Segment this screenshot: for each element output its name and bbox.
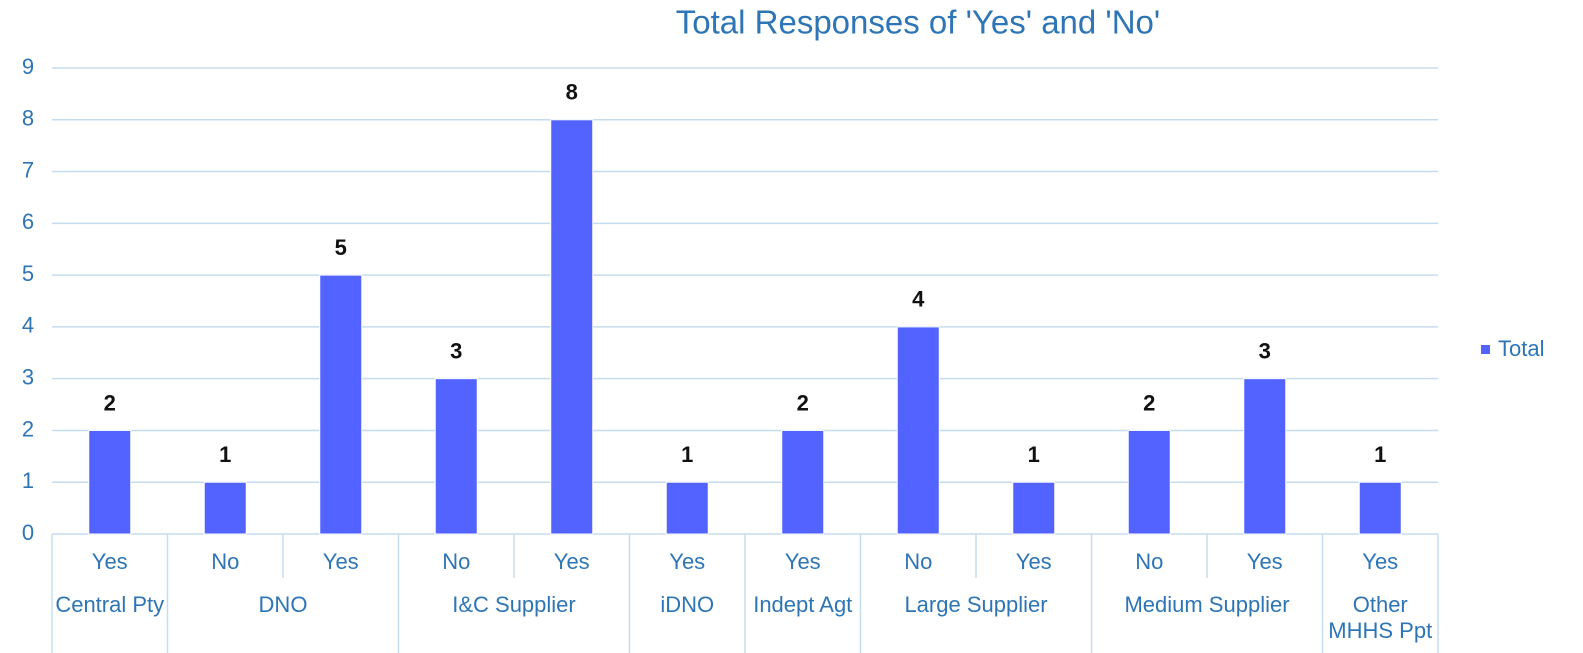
- bar: [665, 481, 709, 535]
- data-label: 8: [566, 80, 578, 105]
- x-tick-label: Yes: [785, 549, 821, 574]
- x-tick-label: Yes: [92, 549, 128, 574]
- y-tick-label: 7: [22, 157, 34, 182]
- x-tick-label: No: [442, 549, 470, 574]
- group-label: Large Supplier: [904, 592, 1048, 617]
- x-tick-label: No: [1135, 549, 1163, 574]
- data-label: 3: [450, 338, 462, 363]
- bar: [1127, 429, 1171, 535]
- data-label: 1: [1374, 442, 1386, 467]
- data-label: 5: [335, 235, 347, 260]
- y-tick-label: 5: [22, 261, 34, 286]
- y-tick-label: 4: [22, 313, 34, 338]
- y-tick-label: 6: [22, 209, 34, 234]
- x-tick-label: Yes: [1362, 549, 1398, 574]
- bar: [1358, 481, 1402, 535]
- bar: [1012, 481, 1056, 535]
- group-label: Other MHHS Ppt: [1328, 592, 1433, 643]
- x-tick-label: Yes: [554, 549, 590, 574]
- bar: [88, 429, 132, 535]
- data-label: 1: [219, 442, 231, 467]
- bar: [781, 429, 825, 535]
- data-label: 1: [1028, 442, 1040, 467]
- data-label: 2: [104, 390, 116, 415]
- x-tick-label: No: [211, 549, 239, 574]
- data-label: 4: [912, 287, 925, 312]
- bar: [434, 378, 478, 535]
- group-label: Medium Supplier: [1124, 592, 1290, 617]
- y-tick-label: 3: [22, 364, 34, 389]
- y-tick-label: 9: [22, 54, 34, 79]
- bar: [203, 481, 247, 535]
- group-label: Central Pty: [55, 592, 165, 617]
- y-tick-label: 0: [22, 520, 34, 545]
- bar: [550, 119, 594, 535]
- legend-label: Total: [1498, 336, 1544, 361]
- bar: [319, 274, 363, 535]
- bar: [896, 326, 940, 535]
- chart-title: Total Responses of 'Yes' and 'No': [676, 4, 1160, 41]
- x-tick-label: No: [904, 549, 932, 574]
- data-label: 1: [681, 442, 693, 467]
- data-label: 2: [797, 390, 809, 415]
- data-label: 3: [1259, 338, 1271, 363]
- y-tick-label: 1: [22, 468, 34, 493]
- data-label: 2: [1143, 390, 1155, 415]
- x-tick-label: Yes: [1247, 549, 1283, 574]
- y-tick-label: 2: [22, 416, 34, 441]
- y-tick-label: 8: [22, 106, 34, 131]
- group-label: DNO: [258, 592, 308, 617]
- x-tick-label: Yes: [1016, 549, 1052, 574]
- group-label: iDNO: [660, 592, 715, 617]
- group-label: I&C Supplier: [452, 592, 576, 617]
- group-label: Indept Agt: [753, 592, 853, 617]
- x-tick-label: Yes: [323, 549, 359, 574]
- legend-swatch: [1481, 345, 1490, 354]
- x-tick-label: Yes: [669, 549, 705, 574]
- bar: [1243, 378, 1287, 535]
